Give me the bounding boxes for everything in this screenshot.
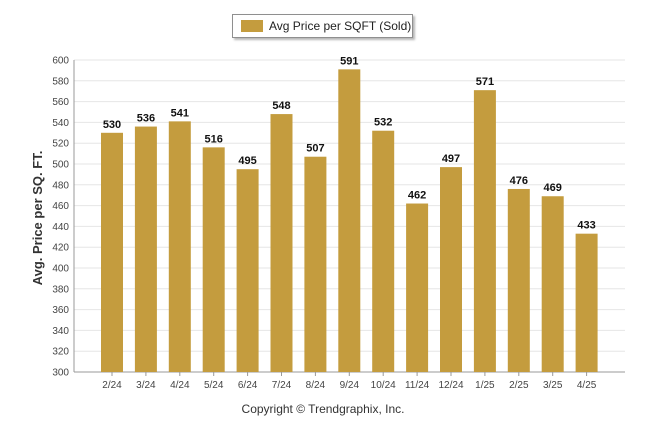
x-tick-label: 11/24 bbox=[405, 380, 430, 391]
y-tick-label: 540 bbox=[52, 118, 69, 129]
bar-2-24 bbox=[101, 132, 123, 372]
y-tick-label: 460 bbox=[52, 201, 69, 212]
x-tick-label: 12/24 bbox=[438, 380, 463, 391]
bar-1-25 bbox=[473, 90, 496, 372]
y-tick-label: 520 bbox=[52, 139, 69, 150]
x-tick-label: 10/24 bbox=[371, 380, 396, 391]
data-label: 495 bbox=[238, 155, 256, 167]
x-tick-label: 2/25 bbox=[509, 380, 529, 391]
bar-2-25 bbox=[507, 188, 530, 372]
data-label: 571 bbox=[476, 76, 494, 88]
x-tick-label: 9/24 bbox=[340, 380, 360, 391]
data-label: 433 bbox=[577, 220, 595, 232]
y-tick-label: 600 bbox=[52, 56, 69, 67]
x-tick-label: 7/24 bbox=[272, 380, 292, 391]
bars bbox=[101, 69, 598, 373]
y-tick-label: 400 bbox=[52, 264, 69, 275]
data-label: 476 bbox=[510, 175, 528, 187]
y-tick-label: 360 bbox=[52, 305, 69, 316]
y-tick-label: 340 bbox=[52, 326, 69, 337]
data-label: 497 bbox=[442, 153, 460, 165]
bar-5-24 bbox=[202, 147, 225, 372]
data-label: 516 bbox=[205, 133, 223, 145]
y-tick-label: 500 bbox=[52, 160, 69, 171]
bar-6-24 bbox=[236, 169, 259, 372]
x-tick-label: 3/25 bbox=[543, 380, 563, 391]
bar-3-25 bbox=[541, 196, 564, 372]
x-tick-label: 8/24 bbox=[306, 380, 326, 391]
data-label: 469 bbox=[544, 182, 562, 194]
y-tick-label: 320 bbox=[52, 347, 69, 358]
legend: Avg Price per SQFT (Sold) bbox=[232, 14, 413, 38]
data-label: 548 bbox=[272, 100, 290, 112]
data-label: 536 bbox=[137, 113, 155, 125]
bar-10-24 bbox=[372, 130, 395, 372]
x-tick-label: 3/24 bbox=[136, 380, 156, 391]
x-tick-label: 5/24 bbox=[204, 380, 224, 391]
y-tick-label: 440 bbox=[52, 222, 69, 233]
y-tick-label: 300 bbox=[52, 368, 69, 379]
bar-4-24 bbox=[168, 121, 191, 372]
bar-4-25 bbox=[575, 233, 598, 372]
data-labels: 530 536 541 516 495 548 507 591 532 462 497 571 476 4… bbox=[103, 55, 596, 231]
y-tick-label: 560 bbox=[52, 97, 69, 108]
data-label: 541 bbox=[171, 107, 189, 119]
x-tick-label: 6/24 bbox=[238, 380, 258, 391]
copyright-text: Copyright © Trendgraphix, Inc. bbox=[241, 402, 405, 416]
legend-label: Avg Price per SQFT (Sold) bbox=[269, 19, 412, 33]
legend-swatch bbox=[241, 20, 263, 32]
y-tick-label: 580 bbox=[52, 76, 69, 87]
y-tick-label: 480 bbox=[52, 180, 69, 191]
data-label: 462 bbox=[408, 190, 426, 202]
bar-7-24 bbox=[270, 114, 293, 372]
bar-12-24 bbox=[440, 167, 462, 372]
y-axis-label: Avg. Price per SQ. FT. bbox=[30, 151, 45, 286]
x-tick-label: 2/24 bbox=[102, 380, 122, 391]
bar-3-24 bbox=[134, 126, 157, 372]
x-tick-labels: 2/24 3/24 4/24 5/24 6/24 7/24 8/24 9/24 10/24 11/… bbox=[102, 372, 597, 391]
y-tick-label: 380 bbox=[52, 284, 69, 295]
y-tick-labels: 300 320 340 360 380 400 420 440 460 480 500 520 540 5… bbox=[52, 56, 69, 379]
data-label: 532 bbox=[374, 117, 392, 129]
x-tick-label: 1/25 bbox=[475, 380, 495, 391]
x-tick-label: 4/25 bbox=[577, 380, 597, 391]
y-tick-label: 420 bbox=[52, 243, 69, 254]
data-label: 530 bbox=[103, 119, 121, 131]
bar-8-24 bbox=[304, 156, 327, 372]
data-label: 591 bbox=[340, 55, 358, 67]
bar-9-24 bbox=[338, 69, 361, 373]
x-tick-label: 4/24 bbox=[170, 380, 190, 391]
data-label: 507 bbox=[306, 143, 324, 155]
bar-11-24 bbox=[406, 203, 429, 372]
